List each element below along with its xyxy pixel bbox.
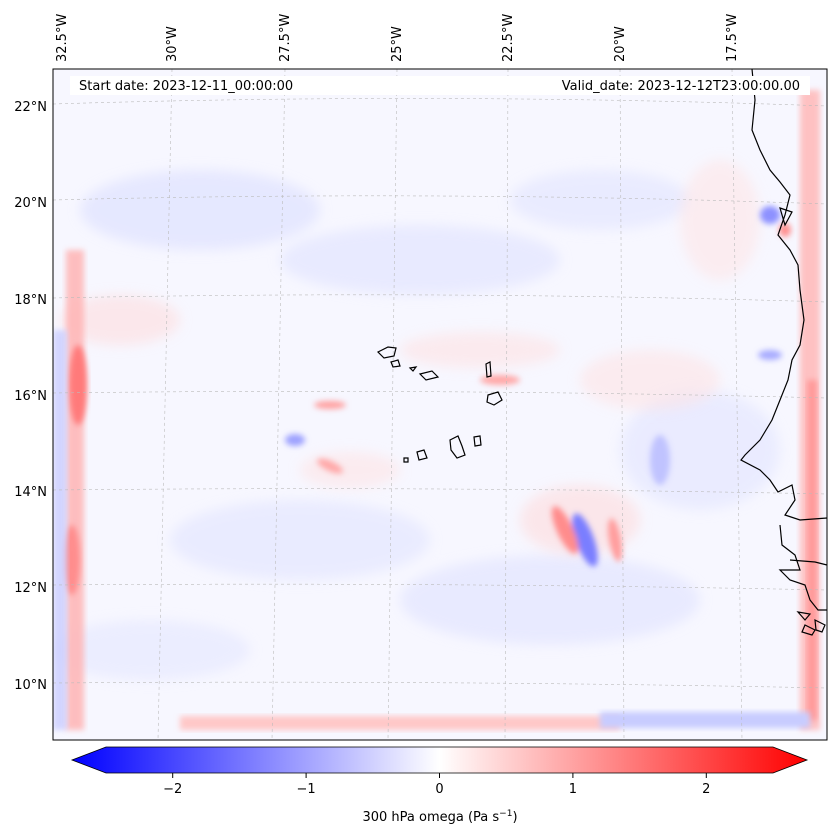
lon-label-22-5w: 22.5°W — [501, 14, 516, 62]
omega-field — [53, 69, 827, 740]
valid-date-label: Valid_date: 2023-12-12T23:00:00.00 — [562, 79, 800, 94]
graticule — [53, 69, 827, 740]
lat-label-12n: 12°N — [14, 581, 47, 596]
lon-label-20w: 20°W — [613, 26, 628, 62]
africa-coast — [740, 68, 828, 521]
lat-label-16n: 16°N — [14, 389, 47, 404]
colorbar-tick-label: −1 — [297, 782, 316, 797]
lat-label-14n: 14°N — [14, 485, 47, 500]
lat-label-18n: 18°N — [14, 293, 47, 308]
colorbar-tick-label: 1 — [569, 782, 577, 797]
lon-label-32-5w: 32.5°W — [55, 14, 70, 62]
sao-nicolau — [408, 366, 418, 372]
sal — [485, 361, 492, 378]
lon-label-30w: 30°W — [165, 26, 180, 62]
latitude-labels: 22°N 20°N 18°N 16°N 14°N 12°N 10°N — [14, 100, 47, 693]
lon-label-17-5w: 17.5°W — [725, 14, 740, 62]
gambia-guinea-coast — [778, 524, 827, 611]
cape-verde-islands — [376, 346, 503, 463]
plot-frame — [52, 68, 828, 741]
santo-antao — [376, 346, 397, 359]
lat-label-20n: 20°N — [14, 196, 47, 211]
fogo — [416, 449, 428, 461]
coastline — [740, 68, 828, 636]
lon-label-27-5w: 27.5°W — [278, 14, 293, 62]
title-background — [70, 76, 810, 95]
colorbar-ticks: −2 −1 0 1 2 — [163, 773, 710, 797]
sao-nicolau-east — [418, 370, 440, 381]
colorbar: −2 −1 0 1 2 300 hPa omega (Pa s−1) — [70, 746, 809, 825]
colorbar-label: 300 hPa omega (Pa s−1) — [362, 809, 517, 825]
santiago — [449, 435, 466, 459]
lat-label-22n: 22°N — [14, 100, 47, 115]
colorbar-tick-label: 2 — [702, 782, 710, 797]
boa-vista — [486, 391, 503, 406]
longitude-labels: 32.5°W 30°W 27.5°W 25°W 22.5°W 20°W 17.5… — [55, 14, 740, 62]
colorbar-gradient — [70, 746, 809, 774]
colorbar-tick-label: 0 — [435, 782, 443, 797]
lon-label-25w: 25°W — [390, 26, 405, 62]
lat-label-10n: 10°N — [14, 678, 47, 693]
maio — [473, 435, 482, 447]
brava — [403, 457, 409, 463]
colorbar-tick-label: −2 — [163, 782, 182, 797]
start-date-label: Start date: 2023-12-11_00:00:00 — [79, 79, 293, 94]
sao-vicente — [390, 359, 401, 368]
